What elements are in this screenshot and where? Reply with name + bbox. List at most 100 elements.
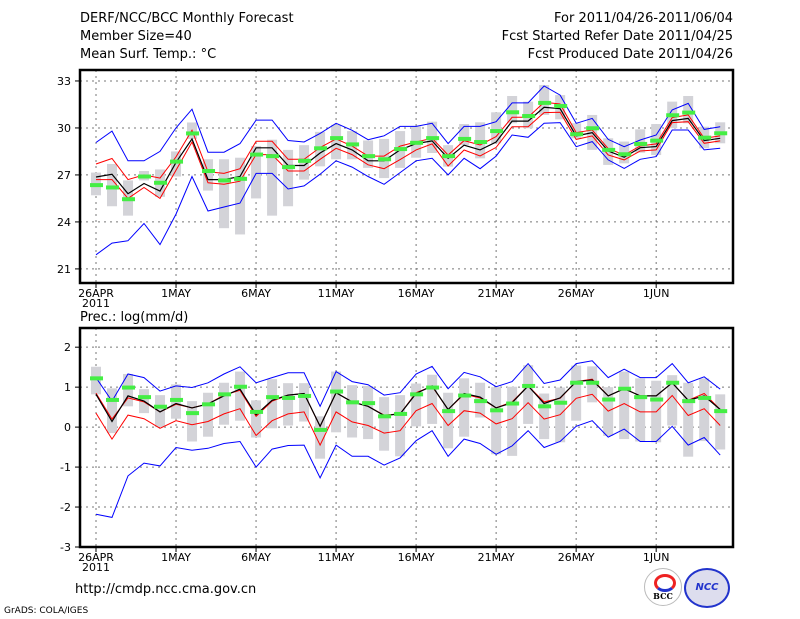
member-range-bar: [251, 400, 262, 438]
observed-marker: [234, 176, 248, 181]
x-tick-label: 1JUN: [643, 287, 670, 300]
observed-marker: [154, 180, 168, 185]
member-range-bar: [539, 85, 550, 115]
spread-lower-line: [95, 393, 721, 447]
member-range-bar: [619, 371, 630, 440]
source-url[interactable]: http://cmdp.ncc.cma.gov.cn: [75, 582, 257, 597]
observed-marker: [218, 392, 232, 397]
observed-marker: [138, 395, 152, 400]
member-range-bar: [683, 382, 694, 457]
member-range-bar: [251, 145, 262, 199]
x-tick-label: 1MAY: [161, 287, 191, 300]
x-tick-label: 16MAY: [398, 551, 435, 564]
observed-marker: [202, 169, 216, 174]
y-tick-label: 24: [57, 216, 71, 229]
member-range-bar: [427, 374, 438, 424]
member-range-bar: [443, 392, 454, 449]
x-tick-label: 26MAY: [558, 551, 595, 564]
observed-marker: [490, 408, 504, 413]
observed-marker: [298, 158, 312, 163]
plot-frame: [78, 68, 735, 285]
member-range-bar: [299, 383, 310, 422]
member-range-bar: [331, 124, 342, 160]
observed-marker: [426, 136, 440, 141]
observed-marker: [458, 393, 472, 398]
member-range-bar: [123, 373, 134, 407]
plot-frame: [78, 326, 735, 549]
member-range-bar: [347, 385, 358, 438]
member-range-bar: [315, 416, 326, 459]
observed-marker: [314, 146, 328, 151]
member-range-bar: [491, 387, 502, 455]
member-range-bar: [683, 95, 694, 124]
x-tick-year: 2011: [82, 561, 110, 574]
member-range-bar: [91, 366, 102, 395]
observed-marker: [218, 178, 232, 183]
member-range-bar: [219, 159, 230, 229]
member-range-bar: [155, 395, 166, 428]
observed-marker: [474, 140, 488, 145]
member-range-bar: [395, 395, 406, 457]
observed-marker: [698, 395, 712, 400]
observed-marker: [586, 126, 600, 131]
y-tick-label: 33: [57, 75, 71, 88]
observed-marker: [186, 131, 200, 136]
observed-marker: [186, 411, 200, 416]
observed-marker: [602, 147, 616, 152]
ensemble-mean-line: [95, 379, 721, 428]
observed-marker: [538, 404, 552, 409]
observed-marker: [138, 174, 152, 179]
observed-marker: [586, 380, 600, 385]
member-range-bar: [203, 159, 214, 191]
observed-marker: [282, 165, 296, 170]
observed-marker: [634, 141, 648, 146]
observed-marker: [90, 183, 104, 188]
observed-marker: [266, 395, 280, 400]
x-tick-label: 16MAY: [398, 287, 435, 300]
observed-marker: [666, 113, 680, 118]
observed-marker: [570, 380, 584, 385]
member-range-bar: [379, 397, 390, 451]
y-tick-label: 27: [57, 169, 71, 182]
variable-label-temp: Mean Surf. Temp.: °C: [80, 47, 217, 62]
member-size: Member Size=40: [80, 29, 192, 44]
member-range-bar: [283, 149, 294, 207]
chart-title: DERF/NCC/BCC Monthly Forecast: [80, 11, 294, 26]
y-tick-label: 0: [64, 421, 71, 434]
member-max-line: [95, 360, 721, 408]
observed-marker: [506, 110, 520, 115]
observed-marker: [570, 132, 584, 137]
observed-marker: [650, 138, 664, 143]
observed-marker: [250, 152, 264, 157]
member-range-bar: [171, 151, 182, 177]
observed-marker: [378, 157, 392, 162]
observed-marker: [458, 136, 472, 141]
member-min-line: [95, 420, 721, 518]
observed-marker: [602, 397, 616, 402]
bcc-logo: BCC: [644, 568, 682, 606]
observed-marker: [330, 389, 344, 394]
observed-marker: [618, 152, 632, 157]
observed-marker: [554, 104, 568, 109]
x-tick-label: 11MAY: [318, 551, 355, 564]
observed-marker: [362, 154, 376, 159]
observed-marker: [522, 114, 536, 119]
observed-marker: [538, 100, 552, 105]
member-range-bar: [267, 379, 278, 429]
observed-marker: [122, 385, 136, 390]
observed-marker: [362, 401, 376, 406]
ensemble-mean-line: [95, 106, 721, 195]
member-range-bar: [571, 123, 582, 139]
member-range-bar: [331, 371, 342, 433]
grads-credit: GrADS: COLA/IGES: [4, 606, 89, 616]
observed-marker: [714, 409, 728, 414]
x-tick-label: 26MAY: [558, 287, 595, 300]
member-range-bar: [635, 129, 646, 153]
member-range-bar: [507, 386, 518, 456]
member-range-bar: [235, 371, 246, 421]
observed-marker: [410, 392, 424, 397]
observed-marker: [106, 397, 120, 402]
observed-marker: [170, 397, 184, 402]
observed-marker: [522, 383, 536, 388]
observed-marker: [506, 401, 520, 406]
